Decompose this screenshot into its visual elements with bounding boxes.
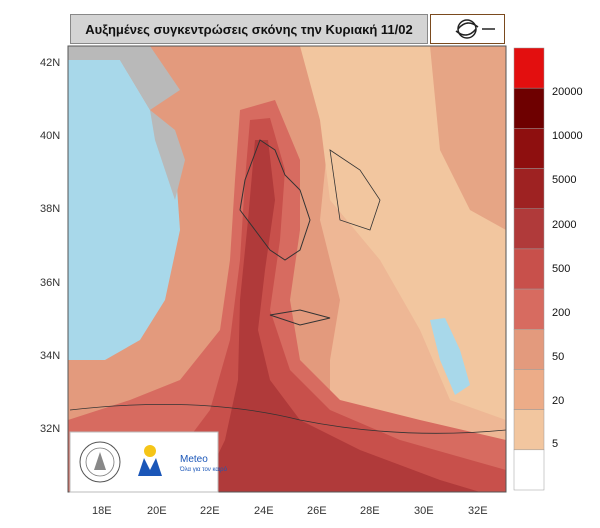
colorbar-label-5: 5 (552, 438, 559, 450)
lon-label-30: 30E (414, 505, 434, 517)
lat-label-34: 34N (40, 350, 61, 362)
colorbar-label-5000: 5000 (552, 174, 577, 186)
sea-west (68, 60, 180, 360)
lon-label-32: 32E (468, 505, 488, 517)
lon-label-24: 24E (254, 505, 274, 517)
colorbar-label-10000: 10000 (552, 130, 583, 142)
dust-plume-core (200, 140, 480, 492)
meteo-logo-icon (138, 445, 162, 476)
lat-label-42: 42N (40, 57, 61, 69)
colorbar-label-20000: 20000 (552, 86, 583, 98)
lon-label-28: 28E (360, 505, 380, 517)
colorbar-segment (513, 208, 545, 250)
colorbar-segment (513, 47, 545, 89)
coastline-crete (269, 309, 331, 326)
colorbar-segment (513, 248, 545, 290)
colorbar-segment (513, 87, 545, 129)
colorbar-label-50: 50 (552, 351, 565, 363)
colorbar (513, 47, 545, 491)
lon-label-26: 26E (307, 505, 327, 517)
lat-label-38: 38N (40, 203, 61, 215)
colorbar-label-2000: 2000 (552, 219, 577, 231)
lon-label-18: 18E (92, 505, 112, 517)
colorbar-segment (513, 168, 545, 209)
colorbar-segment (513, 288, 545, 330)
hurricane-logo-box (430, 14, 505, 44)
academy-seal-icon (79, 441, 121, 483)
dust-band-east (430, 46, 506, 230)
dust-plume-high (68, 100, 506, 492)
coastline-africa (69, 403, 507, 434)
meteo-brand: Meteo (180, 454, 208, 465)
colorbar-segment (513, 329, 545, 370)
hurricane-logo-icon (455, 19, 495, 39)
colorbar-segment (513, 409, 545, 451)
colorbar-segment (513, 449, 545, 491)
colorbar-label-20: 20 (552, 395, 565, 407)
map-title: Αυξημένες συγκεντρώσεις σκόνης την Κυρια… (70, 14, 428, 44)
lake-east (430, 318, 470, 395)
lat-label-32: 32N (40, 423, 61, 435)
coastline-greece (239, 139, 311, 261)
coastline-aegean (329, 149, 381, 231)
meteo-tagline: Όλα για τον καιρό (180, 467, 227, 473)
colorbar-label-500: 500 (552, 263, 571, 275)
colorbar-segment (513, 128, 545, 169)
colorbar-label-200: 200 (552, 307, 571, 319)
lon-label-22: 22E (200, 505, 220, 517)
land-italy (68, 46, 180, 110)
lat-label-36: 36N (40, 277, 61, 289)
map-border (67, 45, 507, 493)
land-calabria (150, 110, 185, 200)
dust-plume-higher (140, 118, 506, 492)
lat-label-40: 40N (40, 130, 61, 142)
colorbar-segment (513, 369, 545, 410)
lon-label-20: 20E (147, 505, 167, 517)
